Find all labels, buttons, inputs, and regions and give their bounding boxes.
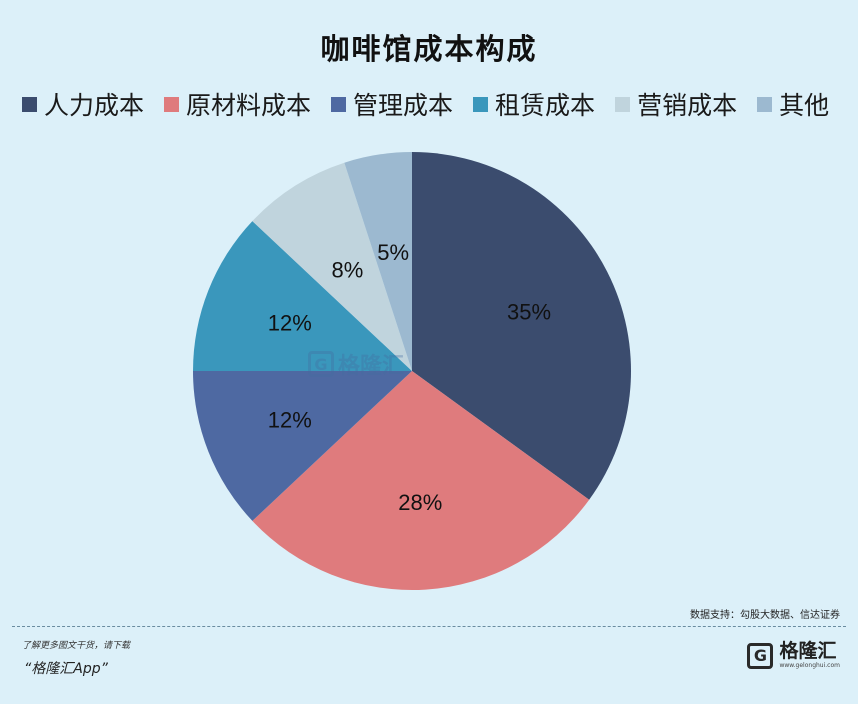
legend-item: 原材料成本 bbox=[164, 86, 311, 122]
pie-slice bbox=[344, 152, 412, 371]
download-hint: 了解更多图文干货，请下载 bbox=[22, 641, 131, 651]
app-name: “格隆汇App” bbox=[24, 661, 108, 677]
brand-url: www.gelonghui.com bbox=[779, 662, 840, 669]
watermark-text: 格隆汇 bbox=[338, 354, 405, 379]
watermark-logo-icon: G bbox=[308, 351, 334, 377]
legend-swatch bbox=[757, 96, 773, 112]
watermark: G 格隆汇 bbox=[308, 348, 404, 380]
footer-divider bbox=[12, 626, 846, 627]
pie-slice bbox=[193, 221, 412, 371]
pie-slice bbox=[252, 162, 412, 371]
legend-swatch bbox=[22, 96, 37, 112]
pie-slice bbox=[412, 152, 631, 500]
legend-swatch bbox=[615, 96, 631, 112]
legend-label: 营销成本 bbox=[637, 91, 738, 120]
pie-slice bbox=[193, 371, 412, 521]
data-source: 数据支持：勾股大数据、信达证券 bbox=[690, 610, 840, 621]
legend-label: 管理成本 bbox=[353, 91, 454, 120]
slice-label: 5% bbox=[377, 240, 409, 265]
brand-name: 格隆汇 bbox=[779, 640, 837, 662]
legend-label: 其他 bbox=[779, 91, 830, 120]
brand-logo: G 格隆汇 www.gelonghui.com bbox=[747, 642, 840, 669]
legend-item: 管理成本 bbox=[331, 86, 453, 122]
legend-label: 人力成本 bbox=[44, 91, 145, 120]
slice-label: 35% bbox=[507, 299, 551, 324]
legend-item: 营销成本 bbox=[615, 86, 737, 122]
brand-logo-icon: G bbox=[747, 642, 774, 669]
slice-label: 12% bbox=[268, 407, 312, 432]
legend-swatch bbox=[164, 96, 180, 112]
pie-slice bbox=[252, 371, 590, 590]
legend: 人力成本 原材料成本 管理成本 租赁成本 营销成本 其他 bbox=[22, 86, 842, 122]
legend-label: 租赁成本 bbox=[495, 91, 596, 120]
slice-label: 8% bbox=[332, 257, 364, 282]
slice-label: 12% bbox=[268, 311, 312, 336]
chart-title: 咖啡馆成本构成 bbox=[320, 32, 538, 66]
legend-item: 其他 bbox=[757, 86, 829, 122]
legend-label: 原材料成本 bbox=[186, 91, 312, 120]
slice-label: 28% bbox=[398, 490, 442, 515]
legend-item: 人力成本 bbox=[22, 86, 144, 122]
legend-swatch bbox=[473, 96, 489, 112]
legend-item: 租赁成本 bbox=[473, 86, 595, 122]
legend-swatch bbox=[331, 96, 347, 112]
